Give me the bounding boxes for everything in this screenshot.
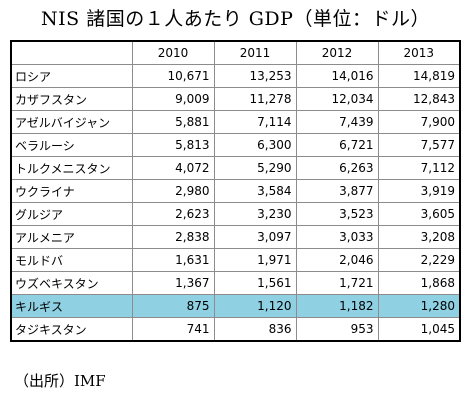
table-header-row: 2010 2011 2012 2013 (10, 40, 461, 65)
gdp-value-2010: 875 (131, 294, 215, 318)
gdp-value-2012: 3,523 (295, 202, 379, 226)
gdp-value-2011: 13,253 (213, 64, 297, 88)
gdp-value-2013: 1,868 (377, 271, 461, 295)
column-header-country (10, 40, 133, 65)
gdp-value-2012: 6,263 (295, 156, 379, 180)
gdp-value-2013: 3,208 (377, 225, 461, 249)
country-name: グルジア (10, 202, 133, 226)
gdp-value-2010: 2,623 (131, 202, 215, 226)
source-note: （出所）IMF (14, 372, 106, 390)
gdp-value-2013: 1,280 (377, 294, 461, 318)
column-header-2011: 2011 (213, 40, 297, 65)
table-row: カザフスタン 9,009 11,278 12,034 12,843 (10, 87, 461, 111)
gdp-value-2011: 6,300 (213, 133, 297, 157)
table-row: ウクライナ 2,980 3,584 3,877 3,919 (10, 179, 461, 203)
gdp-value-2012: 12,034 (295, 87, 379, 111)
country-name: ベラルーシ (10, 133, 133, 157)
gdp-value-2012: 1,182 (295, 294, 379, 318)
gdp-value-2012: 3,877 (295, 179, 379, 203)
country-name: ロシア (10, 64, 133, 88)
table-row: タジキスタン 741 836 953 1,045 (10, 317, 461, 342)
gdp-value-2010: 4,072 (131, 156, 215, 180)
gdp-value-2012: 2,046 (295, 248, 379, 272)
gdp-value-2013: 1,045 (377, 317, 461, 342)
gdp-value-2012: 953 (295, 317, 379, 342)
gdp-value-2013: 3,605 (377, 202, 461, 226)
page-title: NIS 諸国の１人あたり GDP（単位：ドル） (41, 8, 430, 30)
gdp-value-2013: 2,229 (377, 248, 461, 272)
gdp-value-2012: 6,721 (295, 133, 379, 157)
table-row: モルドバ 1,631 1,971 2,046 2,229 (10, 248, 461, 272)
gdp-value-2011: 11,278 (213, 87, 297, 111)
gdp-value-2011: 7,114 (213, 110, 297, 134)
country-name: ウズベキスタン (10, 271, 133, 295)
gdp-value-2011: 1,971 (213, 248, 297, 272)
gdp-value-2013: 3,919 (377, 179, 461, 203)
gdp-value-2012: 1,721 (295, 271, 379, 295)
gdp-value-2011: 1,120 (213, 294, 297, 318)
country-name: モルドバ (10, 248, 133, 272)
gdp-value-2011: 3,097 (213, 225, 297, 249)
table-row-highlighted: キルギス 875 1,120 1,182 1,280 (10, 294, 461, 318)
gdp-value-2011: 1,561 (213, 271, 297, 295)
gdp-value-2013: 7,577 (377, 133, 461, 157)
country-name: タジキスタン (10, 317, 133, 342)
gdp-value-2010: 1,367 (131, 271, 215, 295)
table-row: トルクメニスタン 4,072 5,290 6,263 7,112 (10, 156, 461, 180)
gdp-value-2013: 12,843 (377, 87, 461, 111)
column-header-2012: 2012 (295, 40, 379, 65)
gdp-value-2012: 14,016 (295, 64, 379, 88)
table-row: グルジア 2,623 3,230 3,523 3,605 (10, 202, 461, 226)
gdp-value-2011: 836 (213, 317, 297, 342)
gdp-value-2011: 5,290 (213, 156, 297, 180)
gdp-value-2010: 2,980 (131, 179, 215, 203)
column-header-2013: 2013 (377, 40, 461, 65)
table-row: アルメニア 2,838 3,097 3,033 3,208 (10, 225, 461, 249)
country-name: キルギス (10, 294, 133, 318)
gdp-value-2011: 3,230 (213, 202, 297, 226)
gdp-value-2013: 7,112 (377, 156, 461, 180)
gdp-value-2012: 3,033 (295, 225, 379, 249)
gdp-value-2013: 14,819 (377, 64, 461, 88)
gdp-value-2012: 7,439 (295, 110, 379, 134)
country-name: カザフスタン (10, 87, 133, 111)
gdp-value-2013: 7,900 (377, 110, 461, 134)
table-row: アゼルバイジャン 5,881 7,114 7,439 7,900 (10, 110, 461, 134)
country-name: トルクメニスタン (10, 156, 133, 180)
gdp-table: 2010 2011 2012 2013 ロシア 10,671 13,253 14… (10, 40, 461, 342)
country-name: アゼルバイジャン (10, 110, 133, 134)
gdp-value-2010: 5,881 (131, 110, 215, 134)
table-row: ウズベキスタン 1,367 1,561 1,721 1,868 (10, 271, 461, 295)
gdp-value-2010: 5,813 (131, 133, 215, 157)
gdp-value-2010: 2,838 (131, 225, 215, 249)
country-name: アルメニア (10, 225, 133, 249)
table-row: ベラルーシ 5,813 6,300 6,721 7,577 (10, 133, 461, 157)
country-name: ウクライナ (10, 179, 133, 203)
gdp-value-2010: 741 (131, 317, 215, 342)
table-row: ロシア 10,671 13,253 14,016 14,819 (10, 64, 461, 88)
gdp-value-2010: 9,009 (131, 87, 215, 111)
gdp-value-2010: 1,631 (131, 248, 215, 272)
gdp-value-2011: 3,584 (213, 179, 297, 203)
column-header-2010: 2010 (131, 40, 215, 65)
gdp-value-2010: 10,671 (131, 64, 215, 88)
